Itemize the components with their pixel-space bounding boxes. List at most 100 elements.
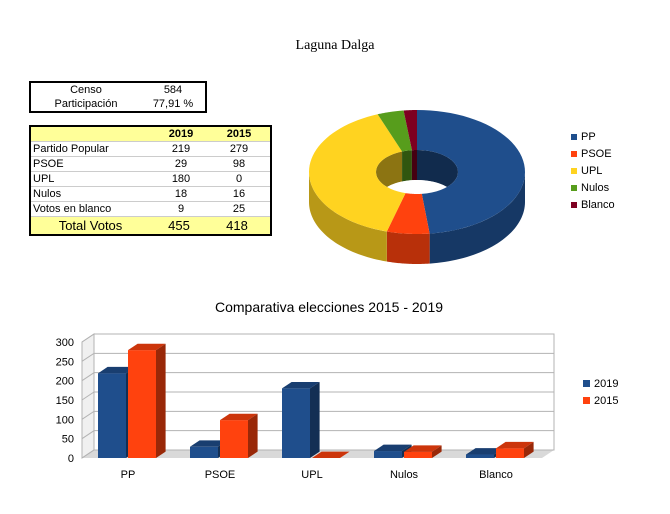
bar-top [466,448,504,455]
bars [98,343,534,458]
participacion-row: Participación 77,91 % [31,97,205,111]
bar-side [524,441,534,458]
row-2015: 98 [232,158,246,170]
table-row: Partido Popular 219 279 [31,142,270,157]
censo-row: Censo 584 [31,83,205,97]
total-row: Total Votos 455 418 [31,217,270,234]
y-tick-label: 100 [56,414,74,426]
bar-side [156,343,166,458]
bar-legend: 2019 2015 [583,378,618,407]
legend-label: PSOE [581,148,612,160]
donut-slice-blanco [403,110,417,151]
donut-side-pp [429,172,525,264]
y-tick-label: 300 [56,337,74,349]
row-label: Votos en blanco [33,203,112,215]
bar-front [374,451,402,458]
header-2015: 2015 [226,128,252,140]
gridline [81,430,554,440]
legend-swatch [571,202,577,208]
row-2019: 18 [174,188,188,200]
gridline [81,333,554,343]
legend-label: 2015 [594,395,618,407]
header-empty [31,127,152,141]
bar-top [128,343,166,351]
table-row: UPL 180 0 [31,172,270,187]
bar-psoe-2015 [220,413,258,458]
bar-front [190,446,218,458]
bar-blanco-2015 [496,441,534,458]
bar-front [128,350,156,458]
row-2019: 9 [177,203,185,215]
legend-label: 2019 [594,378,618,390]
row-2015: 279 [229,143,249,155]
bar-top [404,445,442,452]
bar-front [496,448,524,458]
bar-side [248,413,258,458]
bar-front [98,373,126,458]
y-tick-label: 250 [56,356,74,368]
legend-swatch [571,185,577,191]
x-tick-label: PSOE [205,469,236,481]
bar-top [190,440,228,447]
table-row: Nulos 18 16 [31,187,270,202]
legend-swatch [571,151,577,157]
legend-swatch [583,397,590,404]
legend-label: Nulos [581,182,610,194]
gridline [81,410,554,420]
legend-label: UPL [581,165,602,177]
row-2019: 29 [174,158,188,170]
x-tick-label: PP [121,469,136,481]
table-header: 2019 2015 [31,127,270,142]
bar-top [374,444,412,452]
legend-swatch [571,168,577,174]
total-label: Total Votos [58,218,123,233]
row-2015: 16 [232,188,246,200]
donut-inner-wall [411,150,417,181]
total-2015: 418 [226,218,248,233]
bar-chart-title: Comparativa elecciones 2015 - 2019 [215,299,443,315]
x-tick-label: UPL [301,469,322,481]
row-label: Partido Popular [33,143,109,155]
donut-slice-upl [309,114,406,232]
row-label: Nulos [33,188,62,200]
bar-chart: Comparativa elecciones 2015 - 2019 0 50 100… [56,299,619,481]
bar-front [220,420,248,458]
x-tick-label: Blanco [479,469,513,481]
row-2019: 180 [171,173,191,185]
bar-top [312,451,350,458]
bar-upl-2019 [282,382,320,458]
row-2015: 0 [235,173,243,185]
censo-value: 584 [163,84,183,96]
y-tick-label: 150 [56,395,74,407]
donut-side-upl [309,172,387,262]
summary-box: Censo 584 Participación 77,91 % [29,81,207,113]
gridline [81,372,554,382]
bar-top [220,413,258,421]
y-tick-label: 200 [56,376,74,388]
donut-slice-pp [417,110,525,234]
votes-table: 2019 2015 Partido Popular 219 279 PSOE 2… [29,125,272,236]
bar-front [282,388,310,458]
participacion-value: 77,91 % [152,98,194,110]
bar-upl-2015 [312,451,350,458]
donut-slice-psoe [386,193,430,234]
table-row: Votos en blanco 9 25 [31,202,270,217]
donut-slice-nulos [377,110,412,152]
donut-side-psoe [386,231,430,264]
donut-legend: PP PSOE UPL Nulos Blanco [571,131,615,211]
censo-label: Censo [70,84,102,96]
bar-side [432,445,442,458]
bar-top [282,382,320,389]
row-label: UPL [33,173,55,185]
y-tick-label: 0 [68,453,74,465]
bar-front [466,454,494,458]
gridline [81,391,554,401]
row-2015: 25 [232,203,246,215]
row-2019: 219 [171,143,191,155]
bar-front [404,451,432,458]
donut-top [309,110,525,234]
bar-grid [81,333,555,459]
donut-sides [309,172,525,264]
x-tick-label: Nulos [390,469,419,481]
legend-label: Blanco [581,199,615,211]
